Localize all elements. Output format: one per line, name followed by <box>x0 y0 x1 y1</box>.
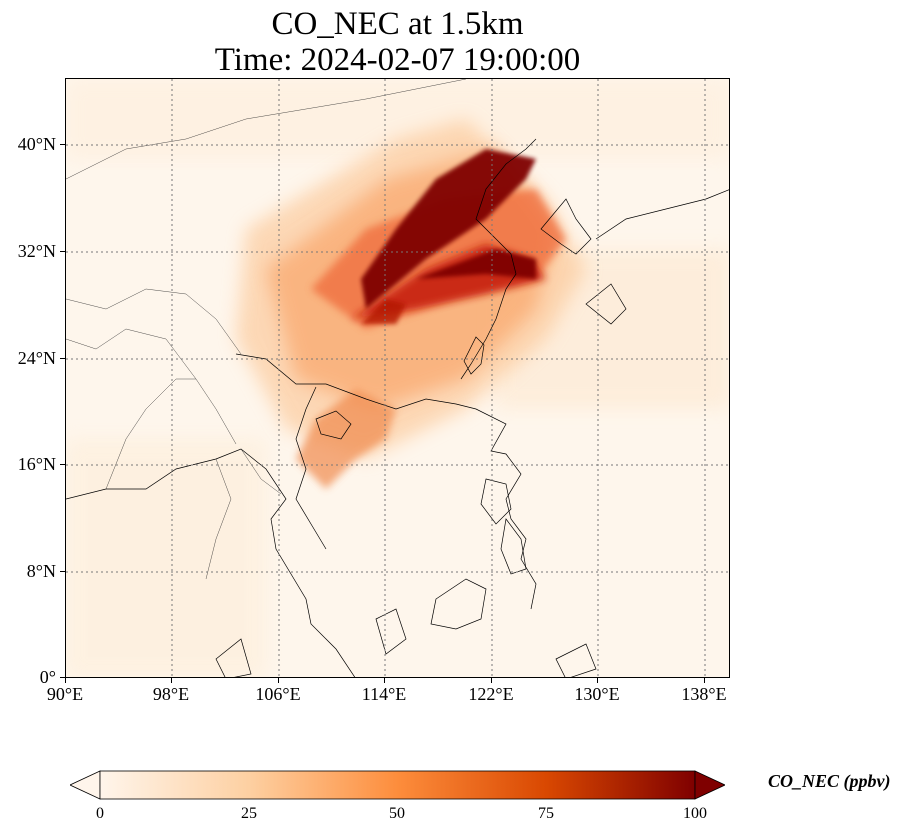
lat-label-8n: 8°N <box>26 561 56 581</box>
lat-label-32n: 32°N <box>17 241 56 261</box>
lon-label-122e: 122°E <box>468 684 514 704</box>
lat-label-24n: 24°N <box>17 348 56 368</box>
colorbar <box>70 770 725 800</box>
colorbar-gradient <box>99 770 696 800</box>
lon-label-114e: 114°E <box>361 684 407 704</box>
colorbar-tick-50: 50 <box>389 805 405 822</box>
lon-label-90e: 90°E <box>46 684 84 704</box>
co-plume <box>236 119 586 489</box>
lat-label-16n: 16°N <box>17 454 56 474</box>
coastlines <box>66 138 729 677</box>
map-canvas <box>66 79 729 677</box>
country-borders <box>66 79 467 580</box>
plot-title-line2: Time: 2024-02-07 19:00:00 <box>214 42 581 78</box>
lon-label-106e: 106°E <box>255 684 301 704</box>
lon-label-98e: 98°E <box>152 684 190 704</box>
gridlines <box>66 79 729 677</box>
colorbar-max-extend <box>694 770 725 800</box>
colorbar-tick-75: 75 <box>538 805 554 822</box>
lat-label-40n: 40°N <box>17 134 56 154</box>
colorbar-label: CO_NEC (ppbv) <box>768 771 891 791</box>
colorbar-tick-0: 0 <box>96 805 104 822</box>
colorbar-tick-25: 25 <box>241 805 257 822</box>
lon-label-130e: 130°E <box>574 684 620 704</box>
lon-label-138e: 138°E <box>681 684 727 704</box>
lat-label-0: 0° <box>39 667 56 687</box>
plot-title-line1: CO_NEC at 1.5km <box>271 6 524 42</box>
map-panel[interactable] <box>65 78 730 678</box>
colorbar-tick-100: 100 <box>683 805 707 822</box>
colorbar-min-extend <box>70 770 101 800</box>
